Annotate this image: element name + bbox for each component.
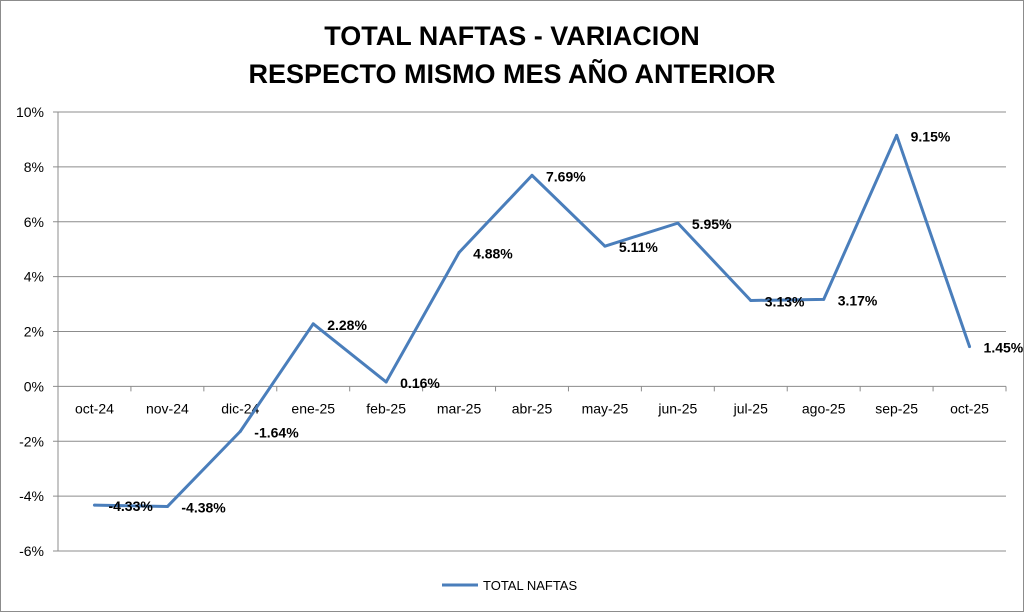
data-label: 3.17% (838, 292, 878, 308)
data-point (968, 345, 972, 349)
data-point (676, 221, 680, 225)
x-tick-label: oct-25 (950, 400, 989, 416)
data-label: -1.64% (254, 424, 299, 440)
data-label: -4.38% (181, 500, 226, 516)
data-point (238, 429, 242, 433)
y-tick-label: 8% (24, 159, 44, 175)
y-tick-label: 0% (24, 378, 44, 394)
x-tick-label: dic-24 (221, 400, 259, 416)
data-point (165, 505, 169, 509)
legend-label: TOTAL NAFTAS (483, 578, 577, 593)
x-tick-label: ago-25 (802, 400, 846, 416)
chart-title-line-1: TOTAL NAFTAS - VARIACION (324, 21, 699, 51)
x-tick-label: jun-25 (657, 400, 697, 416)
x-tick-label: abr-25 (512, 400, 553, 416)
data-label: 0.16% (400, 375, 440, 391)
data-label: -4.33% (108, 498, 153, 514)
data-label: 2.28% (327, 317, 367, 333)
data-point (384, 380, 388, 384)
x-tick-label: jul-25 (733, 400, 768, 416)
x-tick-label: nov-24 (146, 400, 189, 416)
y-tick-label: 2% (24, 324, 44, 340)
x-tick-label: sep-25 (875, 400, 918, 416)
y-tick-label: 6% (24, 214, 44, 230)
x-tick-label: oct-24 (75, 400, 114, 416)
data-label: 9.15% (911, 128, 951, 144)
data-label: 3.13% (765, 293, 805, 309)
series-line-total-naftas (94, 133, 971, 509)
data-point (822, 297, 826, 301)
data-point (457, 250, 461, 254)
y-tick-label: -6% (19, 543, 44, 559)
y-tick-label: -4% (19, 488, 44, 504)
x-tick-label: ene-25 (291, 400, 335, 416)
data-point (749, 298, 753, 302)
data-point (895, 133, 899, 137)
data-label: 5.11% (619, 239, 658, 255)
x-tick-label: feb-25 (366, 400, 406, 416)
data-point (92, 503, 96, 507)
data-point (311, 322, 315, 326)
data-label: 7.69% (546, 168, 586, 184)
chart-title-line-2: RESPECTO MISMO MES AÑO ANTERIOR (248, 58, 775, 89)
y-tick-label: 4% (24, 269, 44, 285)
data-label: 1.45% (984, 340, 1023, 356)
x-tick-label: mar-25 (437, 400, 482, 416)
y-tick-label: 10% (16, 104, 44, 120)
y-tick-label: -2% (19, 433, 44, 449)
data-label: 5.95% (692, 216, 732, 232)
data-label: 4.88% (473, 245, 513, 261)
data-point (603, 244, 607, 248)
x-tick-label: may-25 (582, 400, 629, 416)
data-point (530, 173, 534, 177)
